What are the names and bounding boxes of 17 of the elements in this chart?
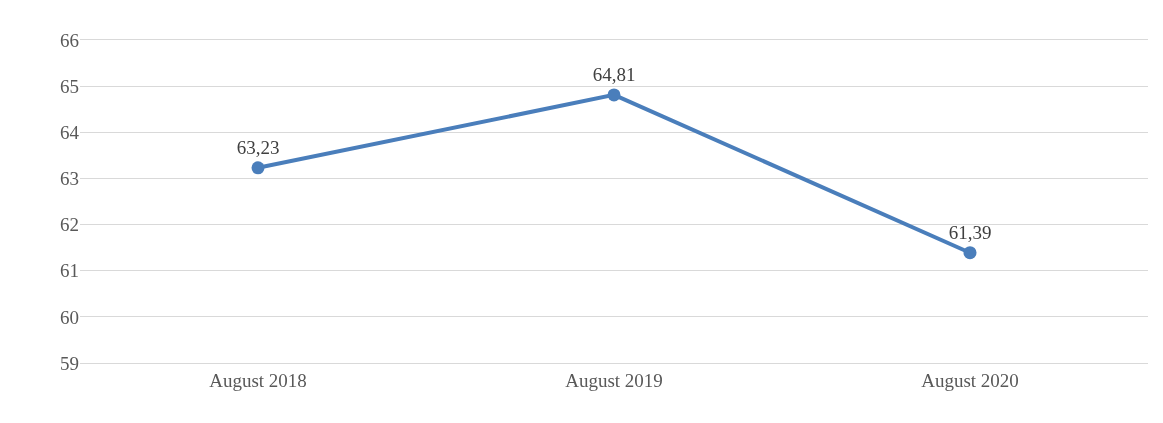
point (251, 161, 265, 175)
y-tick-label: 61 (60, 260, 79, 282)
y-tick-label: 64 (60, 121, 80, 143)
x-tick-label: August 2020 (921, 369, 1019, 391)
y-tick-label: 59 (60, 352, 79, 374)
y-tick-label: 66 (60, 29, 79, 51)
data-label: 64,81 (592, 64, 636, 86)
point (963, 246, 977, 260)
y-tick-label: 62 (60, 214, 79, 236)
data-label: 63,23 (236, 136, 280, 158)
y-tick-label: 65 (60, 75, 79, 97)
point (607, 88, 621, 102)
x-tick-label: August 2018 (209, 369, 307, 391)
y-tick-label: 63 (60, 168, 79, 190)
x-tick-label: August 2019 (565, 369, 663, 391)
data-label: 61,39 (948, 221, 992, 243)
y-tick-label: 60 (60, 306, 79, 328)
